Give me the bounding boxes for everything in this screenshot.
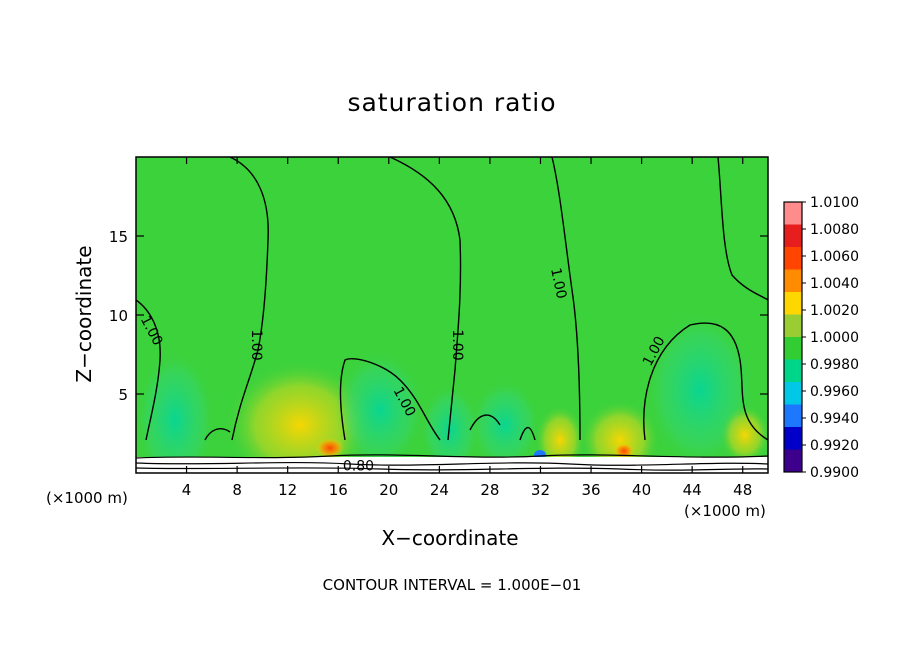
contour-label: 0.80	[343, 459, 374, 475]
colorbar: 1.0100 1.0080 1.0060 1.0040 1.0020 1.0000 0.99…	[783, 195, 859, 481]
colorbar-swatch	[784, 269, 802, 292]
colorbar-level-label: 1.0040	[810, 276, 859, 292]
colorbar-level-label: 0.9960	[810, 384, 859, 400]
x-tick-label: 28	[480, 481, 499, 499]
contour-label: 1.00	[449, 329, 465, 360]
colorbar-level-label: 1.0100	[810, 195, 859, 211]
x-unit-label-right: (×1000 m)	[684, 502, 766, 520]
x-tick-label: 44	[683, 481, 702, 499]
colorbar-swatch	[784, 427, 802, 450]
x-tick-label: 48	[733, 481, 752, 499]
colorbar-swatch	[784, 382, 802, 405]
y-tick-label: 5	[118, 386, 128, 404]
x-unit-label-left: (×1000 m)	[46, 489, 128, 507]
colorbar-swatch	[784, 247, 802, 270]
colorbar-level-label: 1.0080	[810, 222, 859, 238]
colorbar-level-label: 0.9980	[810, 357, 859, 373]
x-tick-label: 40	[632, 481, 651, 499]
y-tick-label: 15	[109, 228, 128, 246]
colorbar-swatch	[784, 202, 802, 225]
x-tick-label: 12	[278, 481, 297, 499]
x-axis: 4 8 12 16 20 24 28 32 36 40 44 48	[182, 157, 752, 499]
colorbar-swatch	[784, 404, 802, 427]
colorbar-swatch	[784, 314, 802, 337]
colorbar-level-label: 0.9900	[810, 465, 859, 481]
x-tick-label: 32	[531, 481, 550, 499]
x-tick-label: 8	[232, 481, 242, 499]
contour-label: 1.00	[248, 329, 264, 360]
y-tick-label: 10	[109, 307, 128, 325]
x-tick-label: 36	[581, 481, 600, 499]
x-tick-label: 4	[182, 481, 192, 499]
y-axis-label: Z−coordinate	[72, 245, 96, 383]
x-tick-label: 24	[430, 481, 449, 499]
colorbar-swatch	[784, 337, 802, 360]
x-tick-label: 20	[379, 481, 398, 499]
colorbar-swatch	[784, 224, 802, 247]
colorbar-swatch	[784, 359, 802, 382]
contour-label: 1.00	[547, 266, 569, 300]
colorbar-level-label: 0.9940	[810, 411, 859, 427]
colorbar-level-label: 1.0060	[810, 249, 859, 265]
colorbar-level-label: 0.9920	[810, 438, 859, 454]
x-axis-label: X−coordinate	[381, 526, 519, 550]
colorbar-swatch	[784, 292, 802, 315]
contour-interval-note: CONTOUR INTERVAL = 1.000E−01	[322, 576, 582, 594]
x-tick-label: 16	[329, 481, 348, 499]
y-axis: 5 10 15	[109, 228, 768, 404]
heatmap-field: 1.00 1.00 1.001.001.001.000.80	[136, 157, 768, 475]
chart-title: saturation ratio	[347, 88, 557, 117]
colorbar-swatch	[784, 449, 802, 472]
colorbar-level-label: 1.0020	[810, 303, 859, 319]
colorbar-level-label: 1.0000	[810, 330, 859, 346]
